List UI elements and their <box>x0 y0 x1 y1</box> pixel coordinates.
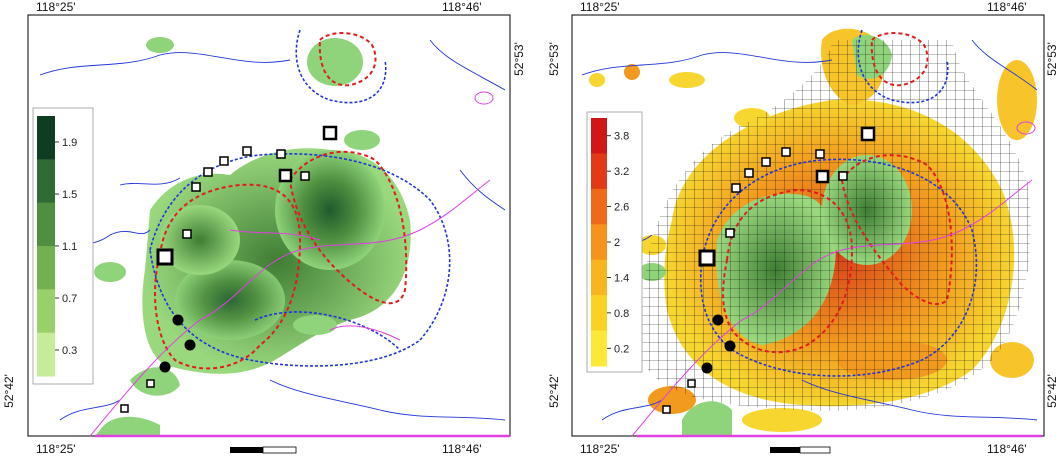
legend-tick-label: 1.4 <box>614 272 629 284</box>
left-square-markers <box>120 125 338 413</box>
legend-tick-label: 0.8 <box>614 308 629 320</box>
right-magenta-lines <box>631 121 1042 438</box>
right-dot-markers <box>701 314 736 374</box>
left-map: 1.9 1.5 1.1 0.7 0.3 <box>27 14 511 454</box>
right-bottom-left-coord: 118°25' <box>580 442 620 456</box>
legend-color-step <box>591 118 607 154</box>
right-scale-bar <box>770 446 831 454</box>
left-top-left-coord: 118°25' <box>36 0 76 14</box>
right-red-boundaries <box>722 32 953 354</box>
right-bottom-right-coord: 118°46' <box>987 442 1027 456</box>
legend-color-step <box>37 116 55 160</box>
right-top-left-coord: 118°25' <box>580 0 620 14</box>
right-map-panel: 118°25' 118°46' 118°25' 118°46' 52°53' 5… <box>532 0 1064 459</box>
right-hatched-area <box>642 40 1031 411</box>
legend-color-step <box>37 332 55 377</box>
left-magenta-lines <box>89 91 510 438</box>
legend-color-step <box>591 153 607 190</box>
legend-tick-label: 1.9 <box>62 137 77 149</box>
left-legend: 1.9 1.5 1.1 0.7 0.3 <box>32 107 94 385</box>
legend-tick-label: 1.1 <box>62 241 77 253</box>
right-legend: 3.8 3.2 2.6 2 1.4 0.8 0.2 <box>586 111 643 373</box>
legend-color-step <box>591 259 607 296</box>
legend-tick-label: 0.7 <box>62 293 77 305</box>
legend-color-step <box>37 202 55 247</box>
left-red-boundaries <box>154 32 408 370</box>
legend-color-step <box>591 188 607 225</box>
legend-tick-label: 0.3 <box>62 345 77 357</box>
legend-tick-label: 2 <box>614 237 620 249</box>
legend-color-step <box>37 246 55 290</box>
legend-tick-label: 3.2 <box>614 166 629 178</box>
legend-tick-label: 1.5 <box>62 189 77 201</box>
legend-color-step <box>591 330 607 367</box>
legend-color-step <box>591 295 607 332</box>
legend-tick-label: 2.6 <box>614 202 629 214</box>
left-blue-boundaries <box>149 29 451 367</box>
left-top-right-coord: 118°46' <box>442 0 482 14</box>
left-bottom-left-coord: 118°25' <box>36 442 76 456</box>
legend-color-step <box>37 159 55 204</box>
left-scale-bar <box>230 446 297 454</box>
left-map-panel: 118°25' 118°46' 118°25' 118°46' 52°53' 5… <box>2 0 526 456</box>
left-dot-markers <box>159 314 196 373</box>
legend-color-step <box>37 289 55 334</box>
left-density-surface <box>94 37 411 436</box>
right-top-right-coord: 118°46' <box>987 0 1027 14</box>
legend-tick-label: 3.8 <box>614 131 629 143</box>
right-map: 3.8 3.2 2.6 2 1.4 0.8 0.2 <box>571 14 1045 454</box>
left-bottom-right-coord: 118°46' <box>442 442 482 456</box>
legend-tick-label: 0.2 <box>614 343 629 355</box>
right-square-markers <box>662 126 876 414</box>
legend-color-step <box>591 224 607 261</box>
